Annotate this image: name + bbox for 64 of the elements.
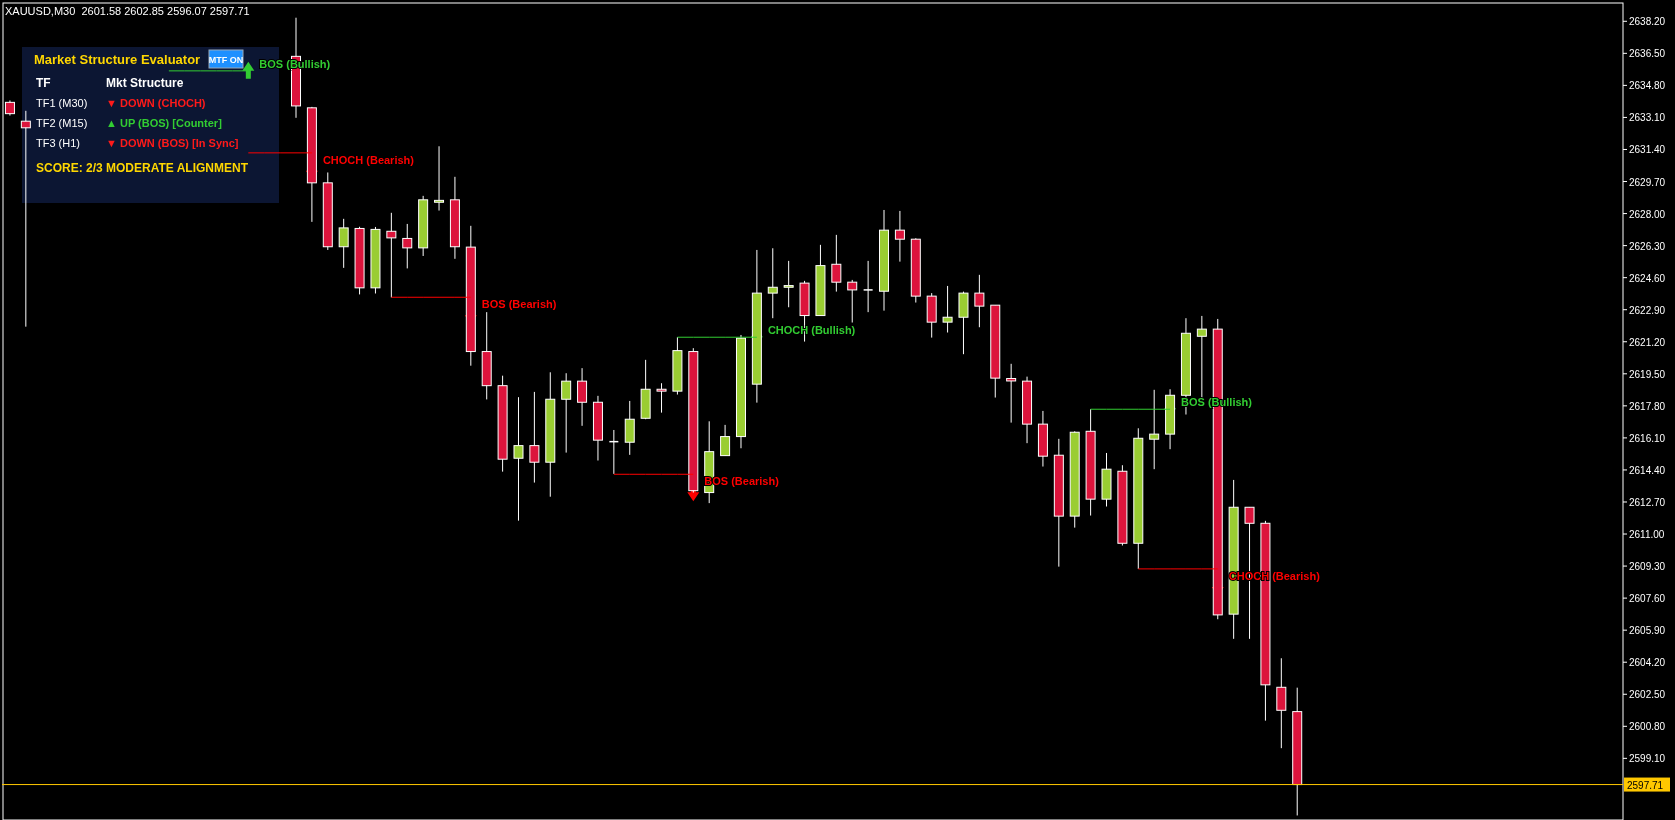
y-tick-label: 2626.30: [1629, 240, 1666, 252]
candlestick: [434, 145, 445, 212]
annotation: BOS (Bearish): [481, 298, 557, 311]
text: Market Structure Evaluator: [34, 52, 201, 67]
candlestick: [720, 424, 731, 457]
candlestick: [894, 210, 905, 263]
y-tick-label: 2617.80: [1629, 400, 1666, 412]
y-tick-label: 2609.30: [1629, 561, 1666, 573]
candlestick: [513, 396, 524, 522]
y-tick-label: 2634.80: [1629, 80, 1666, 92]
y-tick-label: 2638.20: [1629, 16, 1666, 28]
y-tick-label: 2605.90: [1629, 625, 1666, 637]
y-tick-label: 2621.20: [1629, 336, 1666, 348]
candlestick: [561, 372, 572, 454]
y-tick-label: 2607.60: [1629, 593, 1666, 605]
candlestick: [767, 247, 778, 319]
chart-title: XAUUSD,M30 2601.58 2602.85 2596.07 2597.71: [5, 5, 250, 17]
annotation: CHOCH (Bearish): [322, 153, 415, 166]
annotation: MTF ON: [208, 55, 244, 65]
candlestick: [529, 391, 540, 484]
text: ▼ DOWN (BOS) [In Sync]: [106, 137, 239, 149]
y-tick-label: 2631.40: [1629, 144, 1666, 156]
y-tick-label: 2619.50: [1629, 368, 1666, 380]
candlestick: [847, 279, 858, 324]
y-tick-label: 2611.00: [1629, 529, 1665, 541]
annotation: CHOCH (Bearish): [1228, 569, 1321, 582]
y-tick-label: 2599.10: [1629, 753, 1666, 765]
text: TF: [36, 76, 51, 90]
y-tick-label: 2624.60: [1629, 272, 1666, 284]
y-tick-label: 2602.50: [1629, 689, 1666, 701]
y-tick-label: 2616.10: [1629, 432, 1666, 444]
text: ▼ DOWN (CHOCH): [106, 97, 206, 109]
y-tick-label: 2612.70: [1629, 496, 1666, 508]
y-tick-label: 2628.00: [1629, 208, 1666, 220]
y-tick-label: 2604.20: [1629, 657, 1666, 669]
text: ▲ UP (BOS) [Counter]: [106, 117, 222, 129]
candlestick: [942, 285, 953, 334]
category-label: TF3 (H1): [36, 137, 80, 149]
y-tick-label: 2614.40: [1629, 464, 1666, 476]
y-tick-label: 2622.90: [1629, 304, 1666, 316]
candlestick: [783, 260, 794, 308]
category-label: TF2 (M15): [36, 117, 88, 129]
text: Mkt Structure: [106, 76, 184, 90]
candlestick: [862, 260, 874, 313]
candlestick: [1006, 363, 1017, 424]
y-tick-label: 2633.10: [1629, 112, 1666, 124]
candlestick: [831, 234, 842, 293]
candlestick: [338, 218, 349, 269]
candlestick: [402, 223, 413, 269]
candlestick: [624, 400, 635, 456]
y-tick-label: 2600.80: [1629, 721, 1666, 733]
y-tick-label: 2636.50: [1629, 48, 1666, 60]
candlestick: [386, 212, 397, 298]
toggle-button: MTF ON: [208, 49, 244, 69]
candlestick: [1149, 389, 1160, 470]
candlestick: [656, 382, 667, 414]
candlestick: [577, 367, 588, 427]
candlestick: [974, 274, 985, 328]
category-label: TF1 (M30): [36, 97, 88, 109]
candlestick: [1276, 657, 1287, 749]
ref-line-label: 2597.71: [1627, 779, 1664, 791]
annotation: SCORE: 2/3 MODERATE ALIGNMENT: [36, 161, 249, 175]
y-tick-label: 2629.70: [1629, 176, 1666, 188]
candlestick: [20, 110, 31, 328]
